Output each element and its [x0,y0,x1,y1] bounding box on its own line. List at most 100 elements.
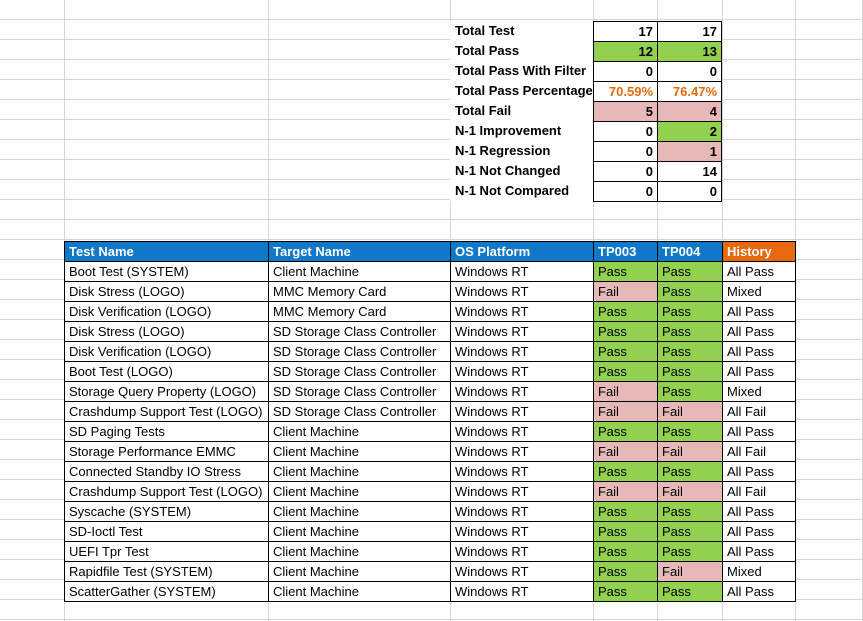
test-name-cell[interactable]: Disk Verification (LOGO) [64,301,269,322]
tp004-cell[interactable]: Fail [657,481,723,502]
test-name-cell[interactable]: ScatterGather (SYSTEM) [64,581,269,602]
tp003-cell[interactable]: Pass [593,521,658,542]
tp004-cell[interactable]: Pass [657,501,723,522]
col-header-tp003[interactable]: TP003 [593,241,658,262]
tp003-cell[interactable]: Pass [593,261,658,282]
tp004-cell[interactable]: Fail [657,441,723,462]
summary-label[interactable]: Total Test [450,21,593,41]
tp004-cell[interactable]: Pass [657,541,723,562]
tp003-cell[interactable]: Pass [593,301,658,322]
summary-label[interactable]: Total Pass Percentage [450,81,593,101]
summary-value-cell[interactable]: 5 [593,101,658,122]
tp003-cell[interactable]: Fail [593,441,658,462]
os-platform-cell[interactable]: Windows RT [450,321,594,342]
test-name-cell[interactable]: Rapidfile Test (SYSTEM) [64,561,269,582]
test-name-cell[interactable]: Crashdump Support Test (LOGO) [64,481,269,502]
history-cell[interactable]: All Fail [722,481,796,502]
target-name-cell[interactable]: Client Machine [268,441,451,462]
target-name-cell[interactable]: SD Storage Class Controller [268,341,451,362]
tp004-cell[interactable]: Pass [657,301,723,322]
tp004-cell[interactable]: Pass [657,381,723,402]
target-name-cell[interactable]: SD Storage Class Controller [268,321,451,342]
col-header-os-platform[interactable]: OS Platform [450,241,594,262]
summary-value-cell[interactable]: 0 [657,181,722,202]
target-name-cell[interactable]: Client Machine [268,421,451,442]
tp004-cell[interactable]: Pass [657,421,723,442]
test-name-cell[interactable]: Connected Standby IO Stress [64,461,269,482]
summary-value-cell[interactable]: 0 [593,161,658,182]
summary-label[interactable]: N-1 Regression [450,141,593,161]
col-header-test-name[interactable]: Test Name [64,241,269,262]
history-cell[interactable]: All Pass [722,361,796,382]
os-platform-cell[interactable]: Windows RT [450,441,594,462]
test-name-cell[interactable]: Storage Performance EMMC [64,441,269,462]
os-platform-cell[interactable]: Windows RT [450,261,594,282]
tp004-cell[interactable]: Pass [657,521,723,542]
target-name-cell[interactable]: Client Machine [268,261,451,282]
os-platform-cell[interactable]: Windows RT [450,501,594,522]
target-name-cell[interactable]: Client Machine [268,561,451,582]
summary-value-cell[interactable]: 0 [593,61,658,82]
test-name-cell[interactable]: Disk Stress (LOGO) [64,281,269,302]
target-name-cell[interactable]: SD Storage Class Controller [268,361,451,382]
test-name-cell[interactable]: Disk Verification (LOGO) [64,341,269,362]
history-cell[interactable]: All Pass [722,261,796,282]
tp003-cell[interactable]: Fail [593,481,658,502]
tp004-cell[interactable]: Pass [657,461,723,482]
test-name-cell[interactable]: Storage Query Property (LOGO) [64,381,269,402]
tp004-cell[interactable]: Pass [657,581,723,602]
summary-label[interactable]: N-1 Improvement [450,121,593,141]
os-platform-cell[interactable]: Windows RT [450,361,594,382]
test-name-cell[interactable]: Disk Stress (LOGO) [64,321,269,342]
test-name-cell[interactable]: Syscache (SYSTEM) [64,501,269,522]
os-platform-cell[interactable]: Windows RT [450,461,594,482]
col-header-target-name[interactable]: Target Name [268,241,451,262]
summary-label[interactable]: N-1 Not Compared [450,181,593,201]
os-platform-cell[interactable]: Windows RT [450,541,594,562]
tp003-cell[interactable]: Pass [593,581,658,602]
summary-value-cell[interactable]: 0 [593,181,658,202]
history-cell[interactable]: All Pass [722,321,796,342]
summary-value-cell[interactable]: 17 [657,21,722,42]
target-name-cell[interactable]: MMC Memory Card [268,301,451,322]
os-platform-cell[interactable]: Windows RT [450,561,594,582]
summary-value-cell[interactable]: 0 [593,141,658,162]
tp003-cell[interactable]: Pass [593,541,658,562]
history-cell[interactable]: Mixed [722,561,796,582]
history-cell[interactable]: All Pass [722,541,796,562]
target-name-cell[interactable]: SD Storage Class Controller [268,401,451,422]
summary-label[interactable]: Total Pass [450,41,593,61]
summary-value-cell[interactable]: 4 [657,101,722,122]
summary-label[interactable]: N-1 Not Changed [450,161,593,181]
test-name-cell[interactable]: Boot Test (SYSTEM) [64,261,269,282]
history-cell[interactable]: All Pass [722,521,796,542]
test-name-cell[interactable]: SD Paging Tests [64,421,269,442]
tp003-cell[interactable]: Pass [593,341,658,362]
os-platform-cell[interactable]: Windows RT [450,341,594,362]
summary-value-cell[interactable]: 17 [593,21,658,42]
summary-label[interactable]: Total Fail [450,101,593,121]
os-platform-cell[interactable]: Windows RT [450,521,594,542]
target-name-cell[interactable]: Client Machine [268,481,451,502]
tp003-cell[interactable]: Pass [593,461,658,482]
tp004-cell[interactable]: Pass [657,341,723,362]
summary-value-cell[interactable]: 14 [657,161,722,182]
summary-value-cell[interactable]: 70.59% [593,81,658,102]
summary-value-cell[interactable]: 12 [593,41,658,62]
target-name-cell[interactable]: MMC Memory Card [268,281,451,302]
os-platform-cell[interactable]: Windows RT [450,421,594,442]
tp004-cell[interactable]: Pass [657,281,723,302]
os-platform-cell[interactable]: Windows RT [450,581,594,602]
tp003-cell[interactable]: Pass [593,561,658,582]
summary-value-cell[interactable]: 76.47% [657,81,722,102]
target-name-cell[interactable]: SD Storage Class Controller [268,381,451,402]
test-name-cell[interactable]: Crashdump Support Test (LOGO) [64,401,269,422]
tp003-cell[interactable]: Fail [593,401,658,422]
col-header-history[interactable]: History [722,241,796,262]
summary-label[interactable]: Total Pass With Filter [450,61,593,81]
tp004-cell[interactable]: Fail [657,401,723,422]
tp003-cell[interactable]: Fail [593,281,658,302]
history-cell[interactable]: All Fail [722,401,796,422]
target-name-cell[interactable]: Client Machine [268,501,451,522]
test-name-cell[interactable]: Boot Test (LOGO) [64,361,269,382]
